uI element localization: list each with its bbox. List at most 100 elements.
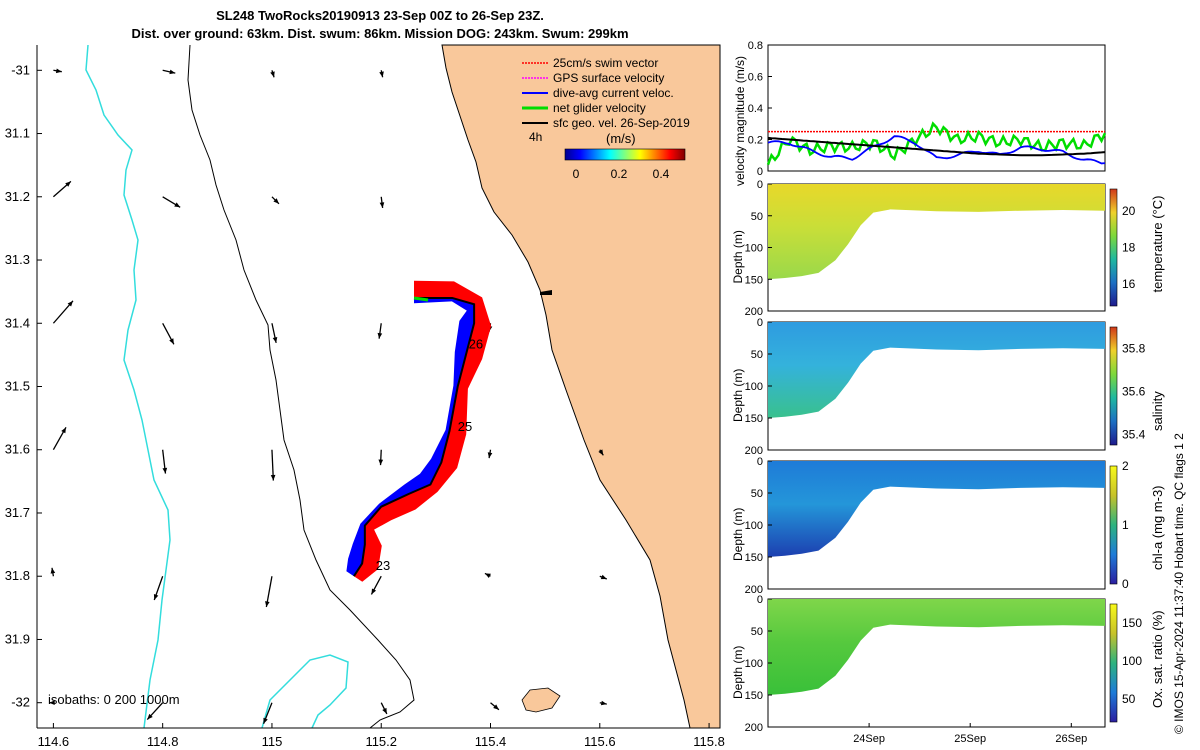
- swim-vectors: [353, 280, 492, 582]
- velocity-axes: [767, 44, 1106, 172]
- map-land: [441, 44, 721, 729]
- velocity-line-sfc_geo: [767, 136, 1106, 157]
- map-ytick-label: 31.3: [5, 252, 30, 267]
- map-xtick-label: 115.2: [365, 734, 397, 749]
- map-island: [521, 687, 561, 713]
- figure-title-line1: SL248 TwoRocks20190913 23-Sep 00Z to 26-…: [216, 8, 544, 23]
- colorbar-temperature: [1109, 188, 1118, 307]
- legend-sfcgeo-text: sfc geo. vel. 26-Sep-2019: [553, 116, 690, 130]
- glider-track-line: [353, 296, 476, 577]
- velocity-series: [766, 121, 1107, 166]
- velocity-ytick-label: 0.8: [748, 40, 763, 52]
- profile-ytick-label: 0: [757, 456, 763, 468]
- geo-vector: [52, 427, 67, 451]
- profile-ylabel: Depth (m): [731, 508, 745, 561]
- map-xtick-label: 115.4: [475, 734, 507, 749]
- geo-vector: [599, 574, 608, 580]
- colorbar-tick-label: 0: [1122, 577, 1129, 591]
- geo-vector: [271, 323, 278, 343]
- geo-vector: [487, 449, 493, 459]
- geo-vector: [262, 702, 273, 724]
- map-ytick-label: 31.9: [5, 631, 30, 646]
- map-ytick-label: 31.1: [5, 126, 30, 141]
- geo-vector-field: [49, 68, 608, 724]
- time-tick-label: 25Sep: [954, 733, 986, 745]
- geo-vector: [52, 300, 74, 324]
- colorbar-salinity: [1109, 326, 1118, 446]
- legend-diveavg-text: dive-avg current veloc.: [553, 86, 674, 100]
- time-tick-label: 24Sep: [853, 733, 885, 745]
- colorbar-label-oxygen: Ox. sat. ratio (%): [1150, 610, 1165, 708]
- day-label: 25: [458, 419, 472, 434]
- velocity-ytick-label: 0.6: [748, 72, 763, 84]
- geo-vector: [52, 180, 72, 198]
- isobath-1000m: [85, 44, 171, 729]
- profile-ytick-label: 50: [751, 349, 763, 361]
- velocity-ticks: 0 0.2 0.4 0.6 0.8: [748, 40, 772, 178]
- geo-vector: [270, 449, 276, 481]
- map-xtick-label: 114.6: [38, 734, 70, 749]
- profile-section-salinity: [768, 322, 1105, 418]
- geo-vector: [599, 700, 607, 706]
- profile-section-chla: [768, 461, 1105, 557]
- colorbar-tick-label: 18: [1122, 241, 1136, 255]
- profile-ylabel: Depth (m): [731, 646, 745, 699]
- colorbar-tick-label: 100: [1122, 654, 1142, 668]
- geo-vector: [378, 449, 384, 466]
- geo-vector: [162, 196, 181, 208]
- map-xtick-label: 115: [262, 734, 283, 749]
- colorbar-label-salinity: salinity: [1150, 391, 1165, 431]
- legend-gps-text: GPS surface velocity: [553, 71, 664, 85]
- velocity-panel: 0 0.2 0.4 0.6 0.8 velocity magnitude (m/s): [733, 40, 1107, 186]
- isobath-200m: [187, 44, 415, 729]
- profile-ytick-label: 150: [745, 274, 763, 286]
- map-ytick-label: 31.8: [5, 568, 30, 583]
- map-ytick-label: 31.5: [5, 379, 30, 394]
- map-ytick-label: 31.4: [5, 315, 30, 330]
- map-colorbar: [564, 148, 686, 161]
- profile-ylabel: Depth (m): [731, 369, 745, 422]
- geo-vector: [49, 700, 55, 706]
- profile-ytick-label: 200: [745, 306, 763, 318]
- geo-vector: [162, 322, 175, 345]
- map-xtick-label: 114.8: [147, 734, 179, 749]
- velocity-line-net_glider: [766, 121, 1107, 166]
- geo-vector: [270, 70, 275, 78]
- profile-ytick-label: 50: [751, 626, 763, 638]
- colorbar-tick-label: 35.6: [1122, 384, 1146, 398]
- geo-vector: [162, 449, 168, 474]
- geo-vector: [265, 576, 273, 608]
- geo-vector: [153, 576, 164, 601]
- colorbar-tick-label: 50: [1122, 692, 1136, 706]
- colorbar-tick-label: 2: [1122, 459, 1129, 473]
- profile-panel-temperature: 0 50 100 150 200 Depth (m) 16 18 20 temperature (…: [731, 179, 1165, 318]
- credit-text: © IMOS 15-Apr-2024 11:37:40 Hobart time.…: [1172, 433, 1186, 734]
- time-axis: 24Sep 25Sep 26Sep: [853, 723, 1087, 745]
- profile-panel-chla: 0 50 100 150 200 Depth (m) 0 1 2 chl-a (mg m-3): [731, 456, 1165, 596]
- profile-ytick-label: 200: [745, 584, 763, 596]
- profile-ytick-label: 200: [745, 722, 763, 734]
- geo-vector: [377, 323, 383, 339]
- colorbar-chla: [1109, 465, 1118, 585]
- glider-track-group: [346, 280, 492, 582]
- velocity-line-dive_avg: [767, 135, 1106, 165]
- map-ytick-label: -32: [11, 695, 30, 710]
- velocity-ytick-label: 0.2: [748, 135, 763, 147]
- profile-ytick-label: 100: [745, 520, 763, 532]
- profile-ytick-label: 50: [751, 211, 763, 223]
- geo-vector: [162, 69, 176, 75]
- geo-vector: [271, 196, 280, 205]
- colorbar-label-chla: chl-a (mg m-3): [1150, 485, 1165, 570]
- profile-ylabel: Depth (m): [731, 230, 745, 283]
- geo-vector: [53, 68, 62, 74]
- geo-vector: [379, 70, 384, 78]
- velocity-ylabel: velocity magnitude (m/s): [733, 56, 747, 186]
- profile-section-oxygen: [768, 599, 1105, 695]
- geo-vector: [598, 449, 604, 456]
- profile-section-temperature: [768, 184, 1105, 280]
- legend-swim-text: 25cm/s swim vector: [553, 56, 658, 70]
- profile-ytick-label: 0: [757, 317, 763, 329]
- net-glider-velocity-mark: [413, 296, 429, 302]
- day-labels: 23 25 26: [376, 337, 483, 573]
- map-colorbar-tick-0: 0: [573, 167, 580, 181]
